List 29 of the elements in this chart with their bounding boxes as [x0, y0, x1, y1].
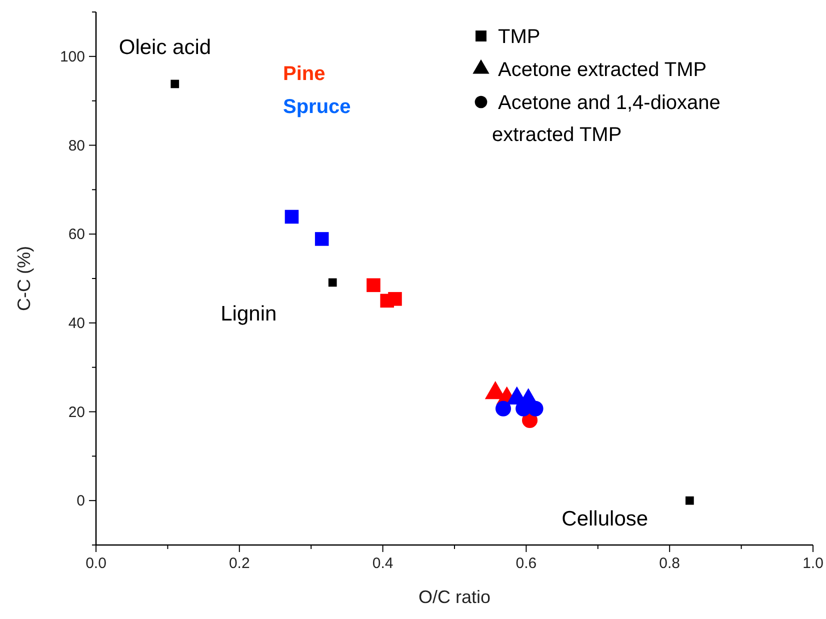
annotation: Pine	[283, 63, 326, 85]
annotation: Acetone extracted TMP	[498, 59, 707, 81]
y-tick-label: 100	[60, 48, 85, 66]
x-tick-label: 0.4	[372, 555, 394, 572]
annotation: Spruce	[283, 96, 351, 118]
annotation: Oleic acid	[118, 36, 212, 59]
point	[328, 278, 337, 287]
x-tick-label: 0.2	[228, 555, 250, 572]
annotation: TMP	[498, 26, 540, 48]
y-axis-title: C-C (%)	[14, 246, 34, 311]
y-tick-label: 80	[68, 137, 85, 154]
y-tick-label: 20	[68, 404, 85, 421]
y-tick-label: 40	[68, 314, 85, 332]
annotation: Acetone and 1,4-dioxane extracted TMP	[492, 92, 720, 146]
x-tick-label: 0.6	[516, 555, 537, 572]
point	[685, 496, 694, 505]
y-tick-label: 0	[76, 492, 85, 510]
point	[495, 400, 512, 416]
y-tick-label: 60	[68, 226, 85, 244]
x-tick-label: 1.0	[802, 555, 824, 572]
x-tick-label: 0.0	[86, 555, 106, 572]
point	[388, 292, 402, 306]
x-tick-label: 0.8	[659, 555, 680, 572]
annotation: Lignin	[220, 302, 277, 326]
x-axis-title: O/C ratio	[418, 587, 491, 607]
point	[528, 400, 544, 416]
point	[366, 278, 380, 292]
annotation: Cellulose	[562, 508, 648, 531]
point	[170, 80, 180, 88]
